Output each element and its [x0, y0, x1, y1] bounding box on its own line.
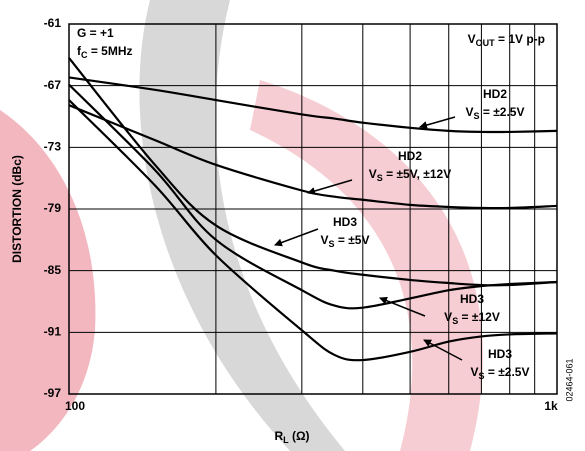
figure-id: 02464-061: [564, 358, 574, 401]
series-line: [68, 99, 558, 362]
annotation-part: OUT: [476, 38, 496, 48]
annotation: HD3: [488, 347, 512, 361]
annotation-part: HD3: [488, 347, 512, 361]
x-axis-title-part: (Ω): [289, 429, 310, 443]
annotation-part: V: [468, 32, 476, 46]
annotation: HD2: [398, 149, 422, 163]
annotation: VS = ±5V: [321, 233, 370, 249]
annotation: VS = ±2.5V: [466, 105, 525, 121]
watermark-band: [139, 0, 345, 451]
plot-border: [68, 23, 558, 395]
annotation-part: S: [474, 111, 480, 121]
y-tick-label: -61: [44, 16, 62, 30]
annotation: VS = ±5V, ±12V: [369, 167, 451, 183]
annotation-part: = ±12V: [458, 310, 500, 324]
watermark: [0, 0, 483, 451]
x-axis-title-part: L: [283, 435, 289, 445]
annotation-part: = ±5V, ±12V: [383, 167, 451, 181]
annotation-part: = 5MHz: [88, 44, 133, 58]
y-axis-title: DISTORTION (dBc): [10, 155, 24, 263]
x-axis-title: RL (Ω): [274, 429, 309, 445]
annotation-arrow: [419, 116, 456, 129]
annotation-part: S: [329, 239, 335, 249]
series-line: [68, 83, 558, 310]
annotation-part: V: [444, 310, 452, 324]
y-tick-label: -91: [44, 325, 62, 339]
annotation-arrow: [379, 296, 426, 317]
annotation-part: HD2: [398, 149, 422, 163]
annotation-part: = ±2.5V: [480, 105, 525, 119]
annotation: VOUT = 1V p-p: [468, 32, 545, 48]
y-tick-label: -79: [44, 201, 62, 215]
annotation: VS = ±2.5V: [471, 365, 530, 381]
annotation-part: = ±2.5V: [485, 365, 530, 379]
annotation-part: HD3: [460, 292, 484, 306]
watermark-band: [0, 110, 96, 451]
annotation-part: C: [81, 50, 88, 60]
x-tick-label: 100: [65, 399, 85, 413]
annotation: G = +1: [77, 26, 114, 40]
x-axis-title-part: R: [274, 429, 283, 443]
annotation-part: V: [369, 167, 377, 181]
annotation-part: V: [471, 365, 479, 379]
annotation: HD3: [333, 215, 357, 229]
annotation-part: = 1V p-p: [495, 32, 545, 46]
annotation-arrow: [423, 339, 463, 361]
annotation: VS = ±12V: [444, 310, 500, 326]
annotation-arrow: [274, 228, 319, 247]
y-tick-label: -67: [44, 78, 62, 92]
annotation: HD2: [483, 87, 507, 101]
annotation: HD3: [460, 292, 484, 306]
series-line: [68, 76, 558, 134]
annotation-part: f: [77, 44, 82, 58]
annotation-part: S: [452, 316, 458, 326]
annotation-part: S: [479, 371, 485, 381]
annotation-part: HD2: [483, 87, 507, 101]
annotation-part: V: [321, 233, 329, 247]
x-tick-label: 1k: [544, 399, 558, 413]
annotation-arrow: [307, 179, 353, 195]
annotation-part: S: [377, 173, 383, 183]
annotation-part: G = +1: [77, 26, 114, 40]
annotation-part: V: [466, 105, 474, 119]
series-line: [68, 104, 558, 210]
y-tick-label: -97: [44, 386, 62, 400]
y-tick-label: -73: [44, 140, 62, 154]
y-tick-label: -85: [44, 263, 62, 277]
annotation-part: = ±5V: [335, 233, 370, 247]
watermark-band: [250, 80, 483, 451]
annotation-part: HD3: [333, 215, 357, 229]
annotation: fC = 5MHz: [77, 44, 133, 60]
